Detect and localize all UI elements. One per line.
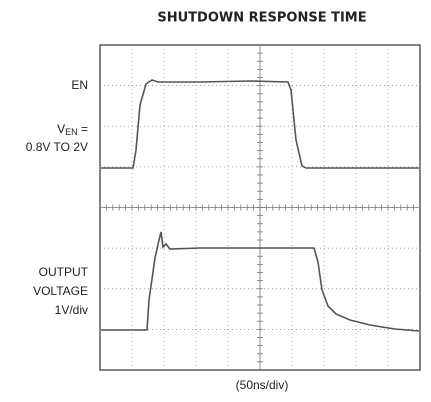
ven-label: VEN =	[57, 122, 88, 137]
output-trace	[101, 231, 420, 332]
ven-eq: =	[78, 122, 88, 136]
grid	[100, 45, 420, 370]
x-scale: (50ns/div)	[236, 378, 289, 392]
output-label: OUTPUT	[39, 265, 89, 279]
en-trace	[101, 79, 419, 169]
output-label: 1V/div	[55, 303, 88, 317]
ven-sub: EN	[65, 127, 78, 137]
output-label: VOLTAGE	[33, 284, 88, 298]
ven-range: 0.8V TO 2V	[26, 140, 88, 154]
title: SHUTDOWN RESPONSE TIME	[157, 11, 366, 26]
en-label: EN	[71, 78, 88, 92]
ven-main: V	[57, 122, 65, 136]
